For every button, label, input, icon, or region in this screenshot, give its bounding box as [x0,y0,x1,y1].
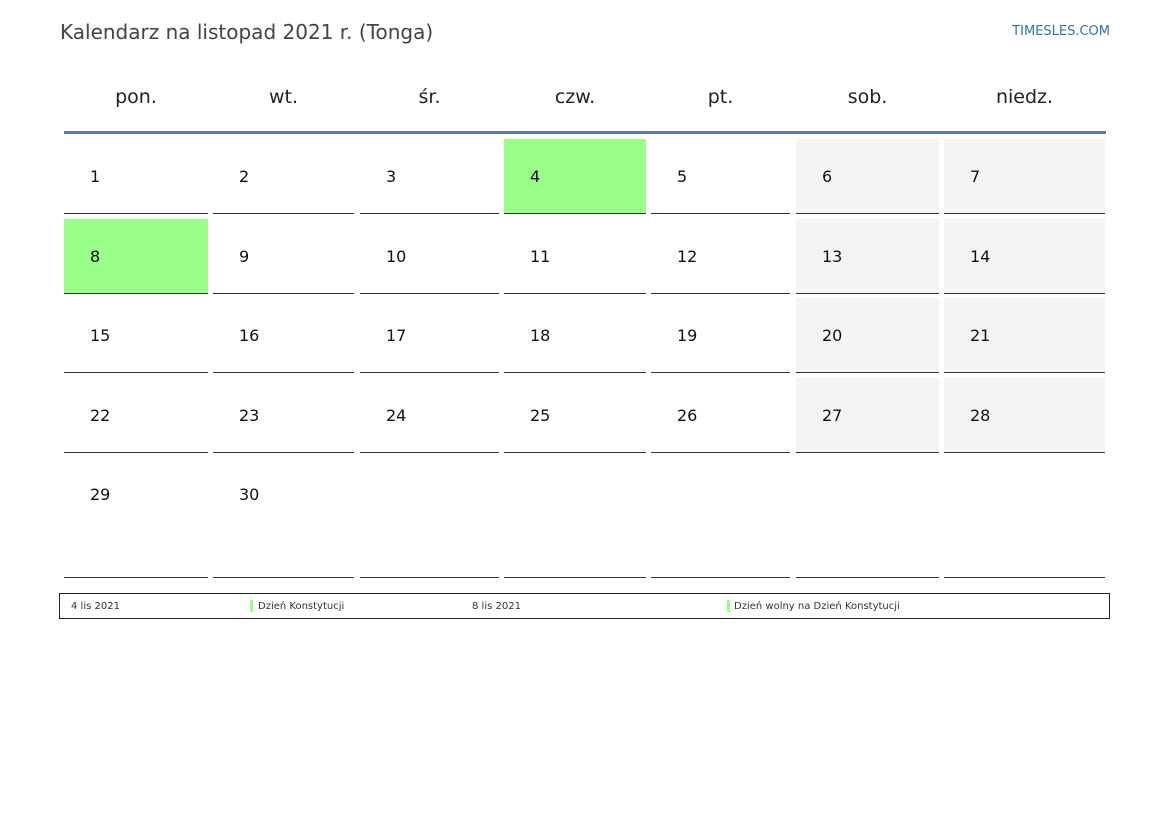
day-number: 5 [677,167,688,186]
header-divider [64,131,1106,134]
legend-color-swatch [250,600,253,612]
day-number: 6 [822,167,833,186]
day-cell[interactable]: 24 [360,378,499,453]
day-number: 15 [90,326,111,345]
day-cell[interactable]: 6 [796,139,939,214]
day-cell[interactable]: 27 [796,378,939,453]
day-cell[interactable]: 16 [213,298,354,373]
day-number: 28 [970,406,991,425]
day-number: 11 [530,247,551,266]
day-cell[interactable]: 3 [360,139,499,214]
legend-date: 4 lis 2021 [71,601,120,612]
day-number: 10 [386,247,407,266]
day-number: 2 [239,167,250,186]
legend-color-swatch [727,600,730,612]
day-cell[interactable]: 20 [796,298,939,373]
day-cell[interactable]: 10 [360,219,499,294]
day-cell[interactable]: 9 [213,219,354,294]
day-cell[interactable]: 22 [64,378,208,453]
legend-holiday-name: Dzień wolny na Dzień Konstytucji [734,601,900,612]
day-number: 30 [239,485,260,504]
day-number: 3 [386,167,397,186]
day-number: 25 [530,406,551,425]
day-cell[interactable]: 13 [796,219,939,294]
legend-holiday-name: Dzień Konstytucji [258,601,345,612]
empty-day-cell [944,458,1105,578]
day-number: 23 [239,406,260,425]
weekday-label: sob. [847,86,888,108]
empty-day-cell [504,458,646,578]
day-cell[interactable]: 29 [64,458,208,578]
day-cell[interactable]: 11 [504,219,646,294]
day-cell[interactable]: 8 [64,219,208,294]
weekday-label: śr. [418,86,441,108]
legend-date: 8 lis 2021 [472,601,521,612]
empty-day-cell [651,458,790,578]
day-cell[interactable]: 4 [504,139,646,214]
day-number: 14 [970,247,991,266]
day-cell[interactable]: 30 [213,458,354,578]
day-cell[interactable]: 18 [504,298,646,373]
day-cell[interactable]: 14 [944,219,1105,294]
page-title: Kalendarz na listopad 2021 r. (Tonga) [60,20,434,44]
day-cell[interactable]: 25 [504,378,646,453]
weekday-label: pon. [115,86,157,108]
day-number: 1 [90,167,101,186]
day-number: 16 [239,326,260,345]
day-number: 8 [90,247,101,266]
day-number: 18 [530,326,551,345]
day-cell[interactable]: 17 [360,298,499,373]
day-number: 4 [530,167,541,186]
holiday-legend: 4 lis 2021 Dzień Konstytucji 8 lis 2021 Dzi… [59,593,1110,619]
day-number: 7 [970,167,981,186]
day-number: 20 [822,326,843,345]
day-number: 24 [386,406,407,425]
day-cell[interactable]: 5 [651,139,790,214]
brand-link[interactable]: TIMESLES.COM [1012,24,1110,39]
empty-day-cell [360,458,499,578]
day-number: 9 [239,247,250,266]
day-number: 12 [677,247,698,266]
weekday-header-row: pon. wt. śr. czw. pt. sob. niedz. [64,86,1106,114]
day-cell[interactable]: 28 [944,378,1105,453]
weekday-label: czw. [554,86,596,108]
day-cell[interactable]: 21 [944,298,1105,373]
weekday-label: niedz. [995,86,1054,108]
day-number: 26 [677,406,698,425]
day-cell[interactable]: 7 [944,139,1105,214]
weekday-label: pt. [707,86,734,108]
day-cell[interactable]: 1 [64,139,208,214]
day-cell[interactable]: 26 [651,378,790,453]
day-cell[interactable]: 19 [651,298,790,373]
day-cell[interactable]: 15 [64,298,208,373]
day-number: 19 [677,326,698,345]
day-number: 17 [386,326,407,345]
empty-day-cell [796,458,939,578]
day-cell[interactable]: 12 [651,219,790,294]
day-number: 22 [90,406,111,425]
weekday-label: wt. [268,86,299,108]
day-number: 29 [90,485,111,504]
day-number: 13 [822,247,843,266]
day-cell[interactable]: 2 [213,139,354,214]
day-number: 21 [970,326,991,345]
day-number: 27 [822,406,843,425]
day-cell[interactable]: 23 [213,378,354,453]
